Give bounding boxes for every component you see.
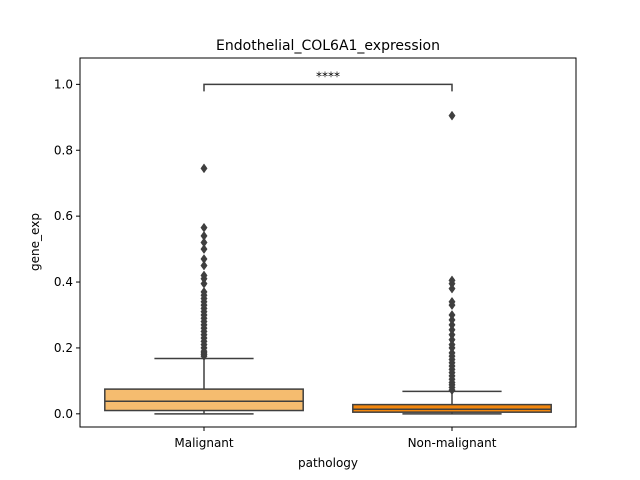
box-malignant xyxy=(104,163,304,415)
y-tick-label: 0.4 xyxy=(54,275,73,289)
outlier-point xyxy=(200,260,208,271)
outlier-point xyxy=(448,110,456,121)
y-tick-label: 1.0 xyxy=(54,77,73,91)
outlier-point xyxy=(448,275,456,286)
outlier-point xyxy=(200,278,208,289)
y-tick-label: 0.2 xyxy=(54,341,73,355)
plot-area: **** xyxy=(104,69,552,415)
outlier-point xyxy=(448,310,456,320)
x-tick-label: Non-malignant xyxy=(408,436,497,450)
outlier-point xyxy=(448,347,456,358)
x-axis: Malignant Non-malignant xyxy=(174,427,497,450)
iqr-box xyxy=(104,388,304,412)
chart-title: Endothelial_COL6A1_expression xyxy=(216,38,440,54)
y-tick-label: 0.0 xyxy=(54,407,73,421)
y-axis: 0.0 0.2 0.4 0.6 0.8 1.0 xyxy=(54,77,80,421)
outlier-point xyxy=(448,296,456,307)
iqr-box xyxy=(352,403,552,413)
outlier-point xyxy=(448,329,456,340)
significance-label: **** xyxy=(316,69,340,83)
outlier-point xyxy=(200,231,208,241)
outlier-point xyxy=(200,163,208,174)
outlier-point xyxy=(200,237,208,248)
outlier-point xyxy=(200,287,208,297)
outlier-point xyxy=(448,283,456,294)
outlier-point xyxy=(200,244,208,254)
outlier-point xyxy=(200,222,208,233)
outlier-point xyxy=(448,324,456,335)
y-axis-label: gene_exp xyxy=(28,213,42,271)
outlier-point xyxy=(200,254,208,264)
bracket-line xyxy=(203,83,453,92)
box-non-malignant xyxy=(352,110,552,415)
outlier-point xyxy=(448,319,456,330)
plot-frame xyxy=(79,57,577,428)
y-tick-label: 0.8 xyxy=(54,143,73,157)
outlier-point xyxy=(448,315,456,325)
outlier-point xyxy=(448,334,456,345)
x-tick-label: Malignant xyxy=(174,436,234,450)
outlier-point xyxy=(200,270,208,281)
outlier-point xyxy=(448,339,456,350)
significance-bracket: **** xyxy=(203,69,453,92)
y-tick-label: 0.6 xyxy=(54,209,73,223)
x-axis-label: pathology xyxy=(298,456,358,470)
